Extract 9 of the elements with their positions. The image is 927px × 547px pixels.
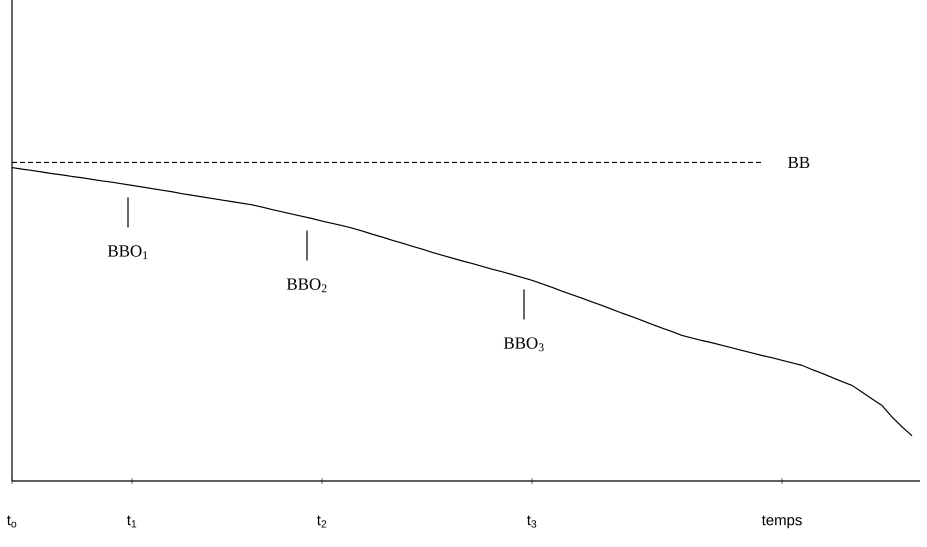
series-label: BB [788, 156, 810, 168]
x-tick-label: t$_{3}$ [526, 516, 536, 528]
annotation: BBO$_{3}$ [504, 337, 544, 352]
annotation: BBO$_{1}$ [108, 245, 148, 260]
annotation: BBO$_{2}$ [286, 278, 326, 292]
x-tick-label: temps [762, 516, 802, 528]
x-tick-label: t$_{1}$ [126, 516, 136, 528]
x-tick-label: t$_{2}$ [316, 516, 326, 528]
x-tick-label: t$_{o}$ [6, 516, 16, 528]
